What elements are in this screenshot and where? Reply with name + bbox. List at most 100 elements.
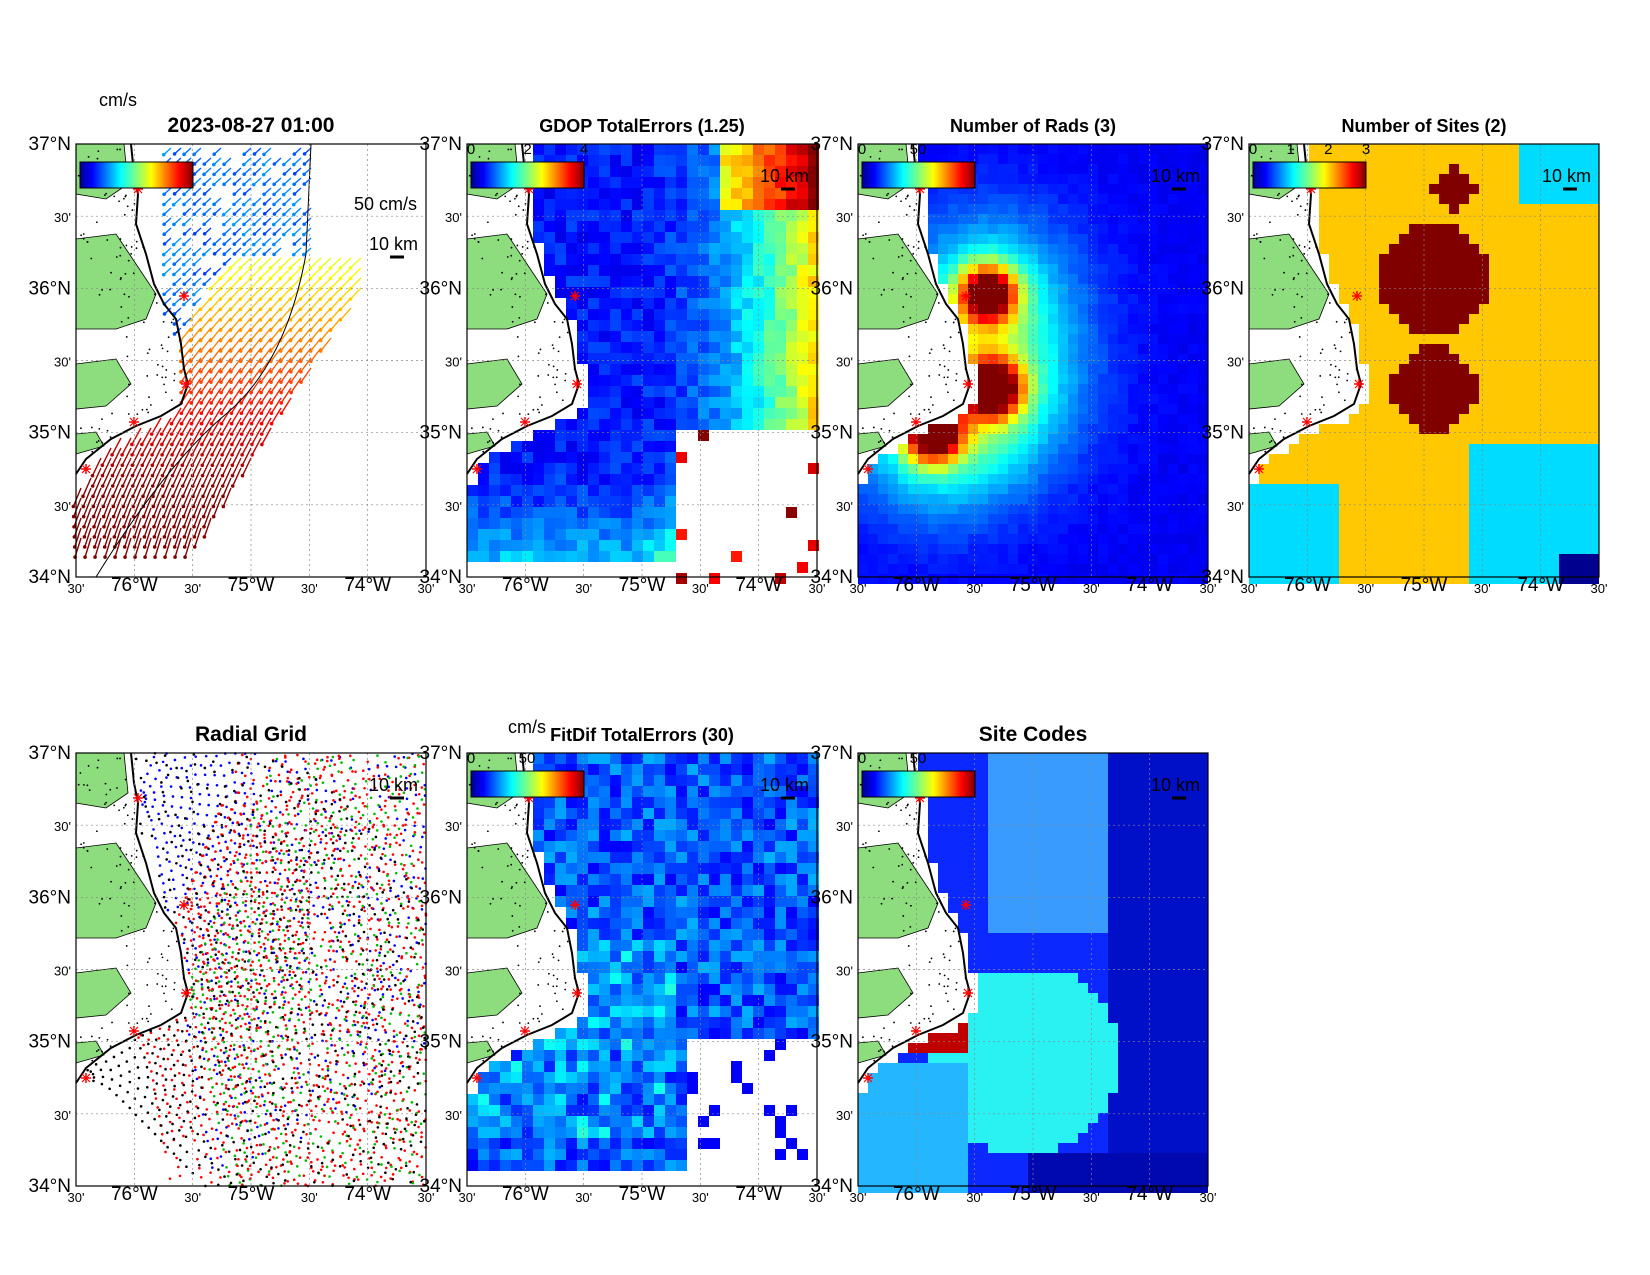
lon-tick-label: 30' <box>1083 581 1100 596</box>
lat-tick-label: 30' <box>54 819 71 834</box>
hf-radar-site-marker <box>181 379 191 389</box>
lon-tick-label: 30' <box>1357 581 1374 596</box>
lon-tick-label: 30' <box>1200 581 1217 596</box>
hf-radar-site-marker <box>81 464 91 474</box>
lon-tick-label: 76°W <box>893 575 940 596</box>
colorbar-unit-velocity: cm/s <box>99 90 137 110</box>
colorbar <box>79 161 194 189</box>
lon-tick-label: 74°W <box>344 1184 391 1205</box>
lon-tick-label: 76°W <box>1284 575 1331 596</box>
lat-tick-label: 36°N <box>420 887 462 908</box>
hf-radar-site-marker <box>572 379 582 389</box>
lon-tick-label: 74°W <box>1126 1184 1173 1205</box>
lon-tick-label: 74°W <box>344 575 391 596</box>
lon-tick-label: 30' <box>418 581 435 596</box>
lon-tick-label: 30' <box>692 1190 709 1205</box>
lon-tick-label: 75°W <box>228 1184 275 1205</box>
hf-radar-site-marker <box>81 1073 91 1083</box>
lat-tick-label: 37°N <box>1202 134 1244 155</box>
hf-radar-site-marker <box>963 988 973 998</box>
colorbar <box>1252 161 1367 189</box>
hf-radar-site-marker <box>1254 464 1264 474</box>
lat-tick-label: 30' <box>1227 499 1244 514</box>
lat-tick-label: 34°N <box>29 1176 71 1197</box>
lat-tick-label: 37°N <box>420 134 462 155</box>
hf-radar-site-marker <box>572 988 582 998</box>
hf-radar-site-marker <box>1354 379 1364 389</box>
lat-tick-label: 30' <box>445 964 462 979</box>
hf-radar-site-marker <box>179 291 189 301</box>
lat-tick-label: 30' <box>1227 210 1244 225</box>
lat-tick-label: 35°N <box>811 1032 853 1053</box>
lat-tick-label: 30' <box>54 355 71 370</box>
scale-bar-label: 10 km <box>369 775 418 795</box>
lat-tick-label: 34°N <box>1202 567 1244 588</box>
colorbar-unit-fitdif: cm/s <box>508 717 546 737</box>
lat-tick-label: 37°N <box>29 134 71 155</box>
lon-tick-label: 74°W <box>735 575 782 596</box>
colorbar-tick-label: 50 <box>910 750 927 767</box>
colorbar-tick-label: 3 <box>1362 141 1370 158</box>
hf-radar-site-marker <box>129 1026 139 1036</box>
panel-gdop: GDOP TotalErrors (1.25) 37°N 30' 30' 76°W 36… <box>420 116 826 596</box>
lon-tick-label: 30' <box>418 1190 435 1205</box>
reference-arrow-label: 50 cm/s <box>354 194 417 214</box>
lon-tick-label: 30' <box>966 1190 983 1205</box>
lat-tick-label: 30' <box>836 819 853 834</box>
lat-tick-label: 34°N <box>420 567 462 588</box>
lon-tick-label: 30' <box>809 581 826 596</box>
lat-tick-label: 30' <box>445 499 462 514</box>
lat-tick-label: 30' <box>445 355 462 370</box>
hf-radar-site-marker <box>1352 291 1362 301</box>
lat-tick-label: 30' <box>54 964 71 979</box>
colorbar-tick-label: 50 <box>910 141 927 158</box>
hf-radar-site-marker <box>179 900 189 910</box>
lon-tick-label: 74°W <box>1126 575 1173 596</box>
lon-tick-label: 30' <box>68 1190 85 1205</box>
colorbar-tick-label: 50 <box>519 750 536 767</box>
lon-tick-label: 30' <box>1200 1190 1217 1205</box>
lat-tick-label: 30' <box>836 964 853 979</box>
panel-fitdif: FitDif TotalErrors (30) cm/s 37°N 30' 30' 7… <box>420 717 826 1205</box>
lon-tick-label: 30' <box>459 1190 476 1205</box>
lat-tick-label: 30' <box>54 1108 71 1123</box>
lon-tick-label: 75°W <box>1401 575 1448 596</box>
panel-nrads: Number of Rads (3) 37°N 30' 30' 76°W 36°N 30'… <box>811 116 1217 596</box>
hf-radar-site-marker <box>472 464 482 474</box>
hf-radar-site-marker <box>911 1026 921 1036</box>
lat-tick-label: 37°N <box>420 743 462 764</box>
colorbar-tick-label: 1 <box>1286 141 1294 158</box>
lon-tick-label: 75°W <box>619 575 666 596</box>
colorbar <box>470 770 585 798</box>
hf-radar-site-marker <box>181 988 191 998</box>
scale-bar-label: 10 km <box>760 166 809 186</box>
panel-title-radgrid: Radial Grid <box>195 723 307 746</box>
colorbar <box>861 770 976 798</box>
lat-tick-label: 30' <box>54 210 71 225</box>
colorbar <box>861 161 976 189</box>
colorbar-tick-label: 0 <box>858 141 866 158</box>
lon-tick-label: 30' <box>1474 581 1491 596</box>
lon-tick-label: 76°W <box>111 575 158 596</box>
hf-radar-site-marker <box>570 291 580 301</box>
hf-radar-site-marker <box>863 464 873 474</box>
colorbar-tick-label: 0 <box>467 141 475 158</box>
lon-tick-label: 30' <box>459 581 476 596</box>
lat-tick-label: 30' <box>445 819 462 834</box>
lon-tick-label: 30' <box>1241 581 1258 596</box>
lon-tick-label: 30' <box>1083 1190 1100 1205</box>
panel-title-gdop: GDOP TotalErrors (1.25) <box>539 116 744 136</box>
lon-tick-label: 30' <box>301 1190 318 1205</box>
lon-tick-label: 75°W <box>228 575 275 596</box>
hf-radar-site-marker <box>520 1026 530 1036</box>
lon-tick-label: 30' <box>692 581 709 596</box>
lon-tick-label: 30' <box>184 581 201 596</box>
lat-tick-label: 35°N <box>811 423 853 444</box>
lat-tick-label: 35°N <box>1202 423 1244 444</box>
lon-tick-label: 30' <box>301 581 318 596</box>
lon-tick-label: 30' <box>850 1190 867 1205</box>
lon-tick-label: 76°W <box>502 1184 549 1205</box>
lon-tick-label: 30' <box>1591 581 1608 596</box>
lon-tick-label: 75°W <box>1010 575 1057 596</box>
colorbar-tick-label: 2 <box>1324 141 1332 158</box>
